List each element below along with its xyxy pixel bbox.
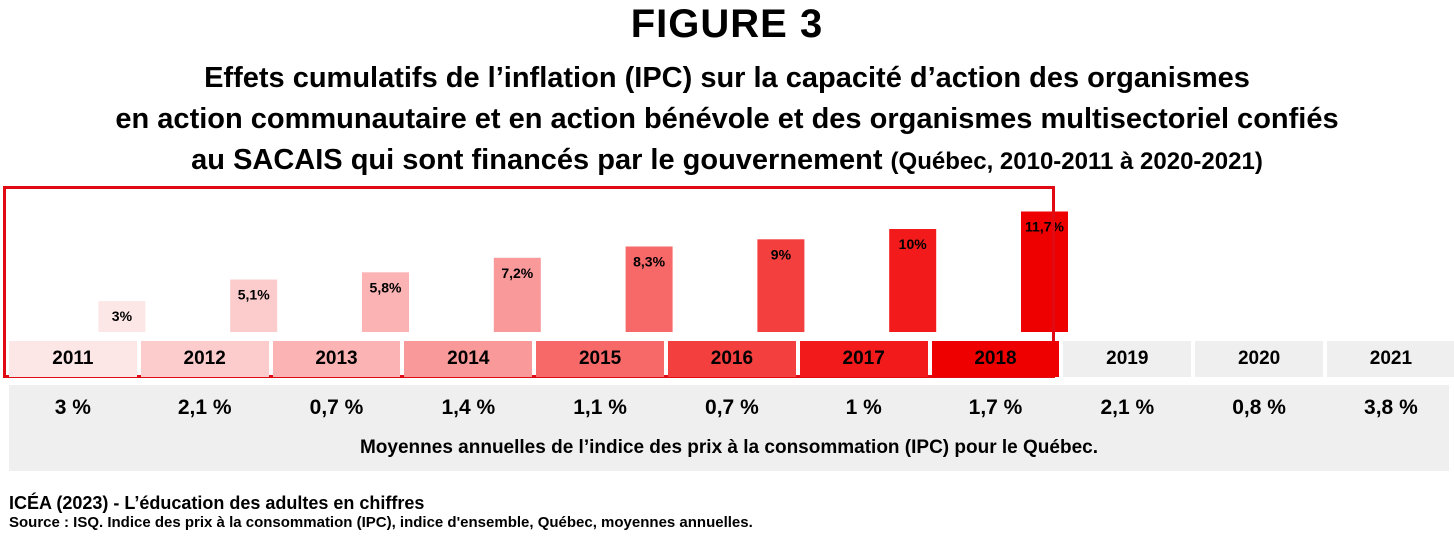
bar-2015 <box>625 246 673 332</box>
year-cell-2020: 2020 <box>1195 341 1323 377</box>
annual-ipc-2017: 1 % <box>845 396 882 419</box>
chart-title: Effets cumulatifs de l’inflation (IPC) s… <box>0 58 1454 182</box>
annual-ipc-2014: 1,4 % <box>441 396 496 419</box>
annual-ipc-2015: 1,1 % <box>573 396 627 419</box>
annual-ipc-caption: Moyennes annuelles de l’indice des prix … <box>359 437 1098 458</box>
data-label-2011: 3% <box>112 308 133 324</box>
annual-ipc-2018: 1,7 % <box>968 396 1023 419</box>
bar-2018 <box>1021 211 1068 332</box>
year-cell-2016: 2016 <box>668 341 796 377</box>
footer: ICÉA (2023) - L’éducation des adultes en… <box>9 492 753 532</box>
year-cell-2013: 2013 <box>272 341 401 377</box>
data-label-2015: 8,3% <box>633 254 665 270</box>
year-cell-2011: 2011 <box>9 341 137 377</box>
year-cell-2014: 2014 <box>404 341 533 377</box>
data-label-2014: 7,2% <box>501 265 533 281</box>
bar-2011 <box>98 301 146 332</box>
footer-source: Source : ISQ. Indice des prix à la conso… <box>9 514 753 531</box>
title-paren: (Québec, 2010-2011 à 2020-2021) <box>890 148 1263 175</box>
annual-ipc-2012: 2,1 % <box>177 396 232 419</box>
data-label-2016: 9% <box>771 246 792 262</box>
annual-ipc-2019: 2,1 % <box>1100 396 1155 419</box>
title-line-3-main: au SACAIS qui sont financés par le gouve… <box>191 144 883 176</box>
data-label-2013: 5,8% <box>370 279 402 295</box>
data-label-2012: 5,1% <box>238 287 270 303</box>
annual-ipc-2020: 0,8 % <box>1232 396 1286 419</box>
bar-2016 <box>757 239 805 332</box>
year-cell-2015: 2015 <box>536 341 664 377</box>
bar-2012 <box>230 279 278 332</box>
bar-2017 <box>889 229 937 332</box>
bar-2013 <box>362 272 409 332</box>
title-line-2: en action communautaire et en action bén… <box>115 103 1339 135</box>
title-line-1: Effets cumulatifs de l’inflation (IPC) s… <box>204 62 1250 94</box>
year-cell-2018: 2018 <box>931 341 1060 377</box>
title-line-3: au SACAIS qui sont financés par le gouve… <box>0 140 1454 182</box>
annual-ipc-2016: 0,7 % <box>705 396 759 419</box>
annual-ipc-panel: Moyennes annuelles de l’indice des prix … <box>9 385 1449 471</box>
year-cell-2019: 2019 <box>1063 341 1192 377</box>
year-cell-2021: 2021 <box>1327 341 1454 377</box>
annual-ipc-2021: 3,8 % <box>1364 396 1418 419</box>
annual-ipc-2011: 3 % <box>54 396 91 419</box>
year-cell-2012: 2012 <box>140 341 269 377</box>
footer-org: ICÉA (2023) - L’éducation des adultes en… <box>9 493 425 513</box>
annual-ipc-2013: 0,7 % <box>309 396 364 419</box>
year-axis: 2011 2012 2013 2014 2015 2016 2017 2018 2019 2020… <box>9 341 1454 377</box>
year-cell-2017: 2017 <box>799 341 928 377</box>
data-label-2017: 10% <box>899 236 928 252</box>
figure-label: FIGURE 3 <box>630 2 824 46</box>
bar-2014 <box>493 257 541 332</box>
